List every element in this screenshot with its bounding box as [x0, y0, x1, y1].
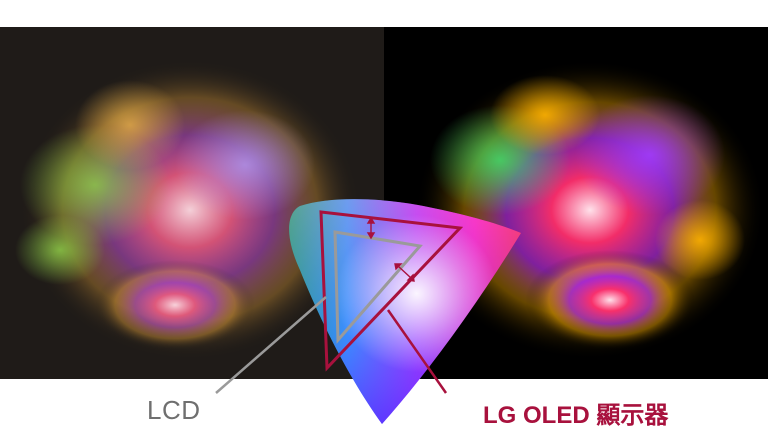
gamut-diagram — [215, 199, 521, 424]
lcd-panel — [0, 27, 384, 379]
gamut-difference-arrow-right — [394, 263, 415, 282]
gamut-difference-arrow-top — [366, 216, 376, 240]
lcd-gamut-triangle — [333, 230, 423, 344]
lcd-label: LCD — [147, 395, 201, 425]
oled-leader-line — [386, 309, 448, 394]
lcd-leader-line — [215, 296, 327, 394]
oled-gamut-triangle — [319, 210, 464, 372]
oled-label: LG OLED 顯示器 — [483, 402, 669, 429]
